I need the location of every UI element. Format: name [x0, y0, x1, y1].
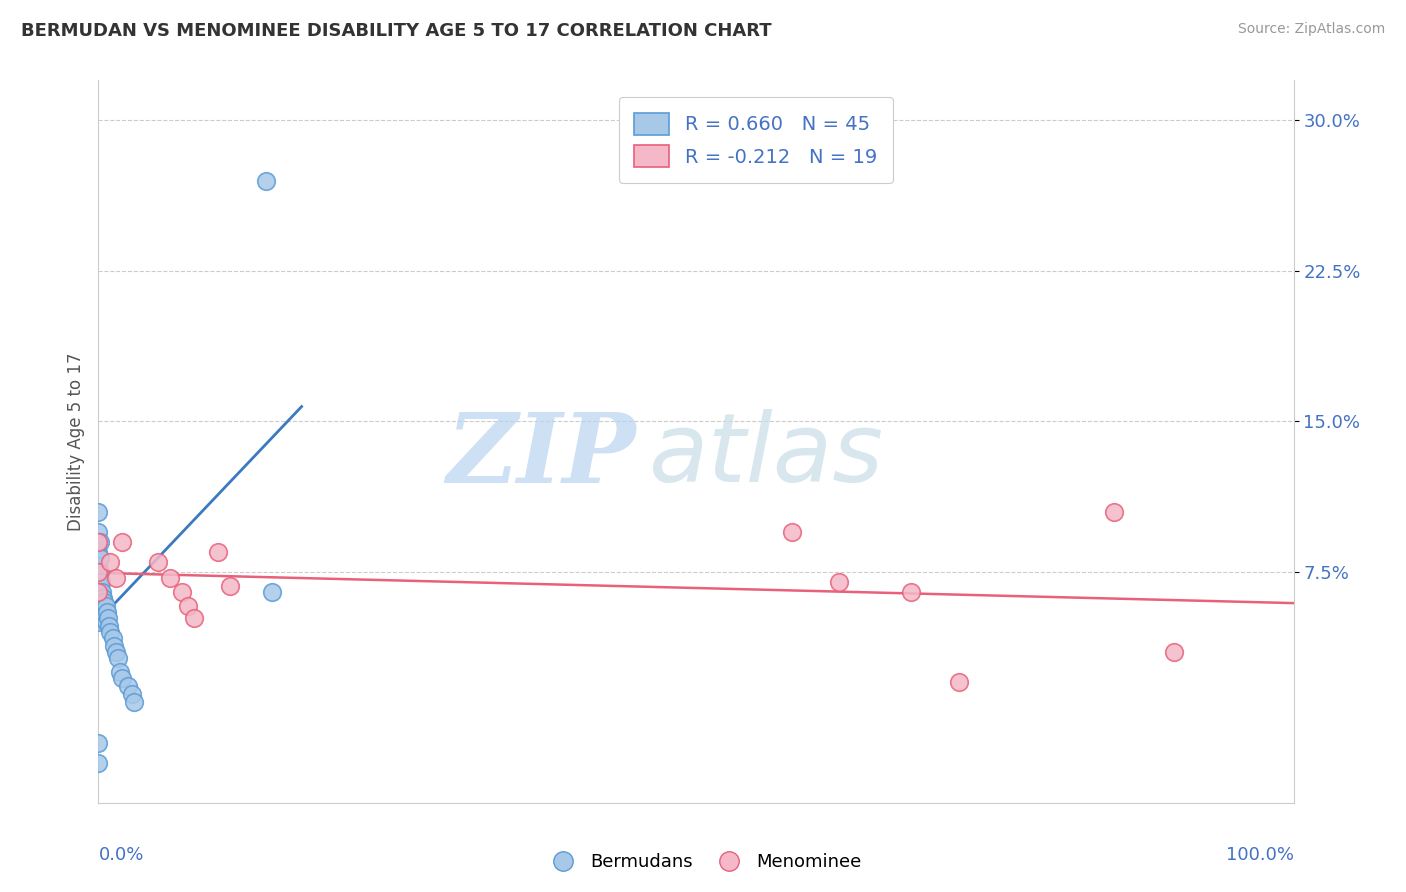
Point	[177, 599, 200, 614]
Point	[87, 735, 110, 749]
Point	[98, 619, 121, 633]
Point	[87, 579, 110, 593]
Point	[90, 591, 112, 606]
Point	[87, 524, 110, 539]
Point	[87, 571, 110, 585]
Point	[948, 675, 970, 690]
Point	[87, 534, 110, 549]
Point	[121, 687, 143, 701]
Point	[89, 615, 111, 630]
Point	[94, 615, 117, 630]
Point	[111, 534, 134, 549]
Y-axis label: Disability Age 5 to 17: Disability Age 5 to 17	[66, 352, 84, 531]
Point	[91, 611, 114, 625]
Point	[87, 585, 110, 599]
Point	[124, 696, 146, 710]
Point	[1104, 505, 1126, 519]
Point	[98, 555, 122, 569]
Point	[96, 605, 118, 619]
Point	[93, 595, 115, 609]
Text: Source: ZipAtlas.com: Source: ZipAtlas.com	[1237, 22, 1385, 37]
Point	[94, 599, 117, 614]
Point	[159, 571, 181, 585]
Point	[183, 611, 205, 625]
Point	[1163, 645, 1185, 659]
Point	[107, 651, 129, 665]
Point	[87, 756, 110, 770]
Point	[207, 545, 229, 559]
Point	[87, 601, 110, 615]
Point	[254, 173, 277, 187]
Point	[91, 605, 114, 619]
Point	[89, 551, 111, 566]
Point	[89, 534, 111, 549]
Point	[87, 505, 110, 519]
Text: ZIP: ZIP	[447, 409, 637, 503]
Point	[900, 585, 922, 599]
Point	[117, 680, 139, 694]
Point	[260, 585, 283, 599]
Point	[90, 605, 112, 619]
Point	[97, 611, 120, 625]
Point	[93, 611, 115, 625]
Point	[87, 565, 110, 579]
Point	[105, 571, 128, 585]
Point	[108, 665, 131, 680]
Point	[148, 555, 170, 569]
Point	[98, 625, 122, 640]
Point	[101, 632, 124, 646]
Point	[90, 574, 112, 589]
Legend: Bermudans, Menominee: Bermudans, Menominee	[537, 847, 869, 879]
Legend: R = 0.660   N = 45, R = -0.212   N = 19: R = 0.660 N = 45, R = -0.212 N = 19	[619, 97, 893, 183]
Point	[111, 672, 134, 686]
Point	[172, 585, 194, 599]
Point	[91, 585, 114, 599]
Text: 0.0%: 0.0%	[98, 847, 143, 864]
Point	[780, 524, 803, 539]
Point	[105, 645, 128, 659]
Point	[103, 639, 125, 653]
Text: BERMUDAN VS MENOMINEE DISABILITY AGE 5 TO 17 CORRELATION CHART: BERMUDAN VS MENOMINEE DISABILITY AGE 5 T…	[21, 22, 772, 40]
Point	[89, 579, 111, 593]
Point	[89, 595, 111, 609]
Point	[91, 599, 114, 614]
Point	[219, 579, 242, 593]
Point	[87, 558, 110, 574]
Point	[828, 574, 851, 589]
Point	[87, 611, 110, 625]
Point	[87, 545, 110, 559]
Point	[89, 565, 111, 579]
Point	[87, 591, 110, 606]
Point	[91, 591, 114, 606]
Text: 100.0%: 100.0%	[1226, 847, 1294, 864]
Point	[87, 534, 110, 549]
Text: atlas: atlas	[648, 409, 883, 502]
